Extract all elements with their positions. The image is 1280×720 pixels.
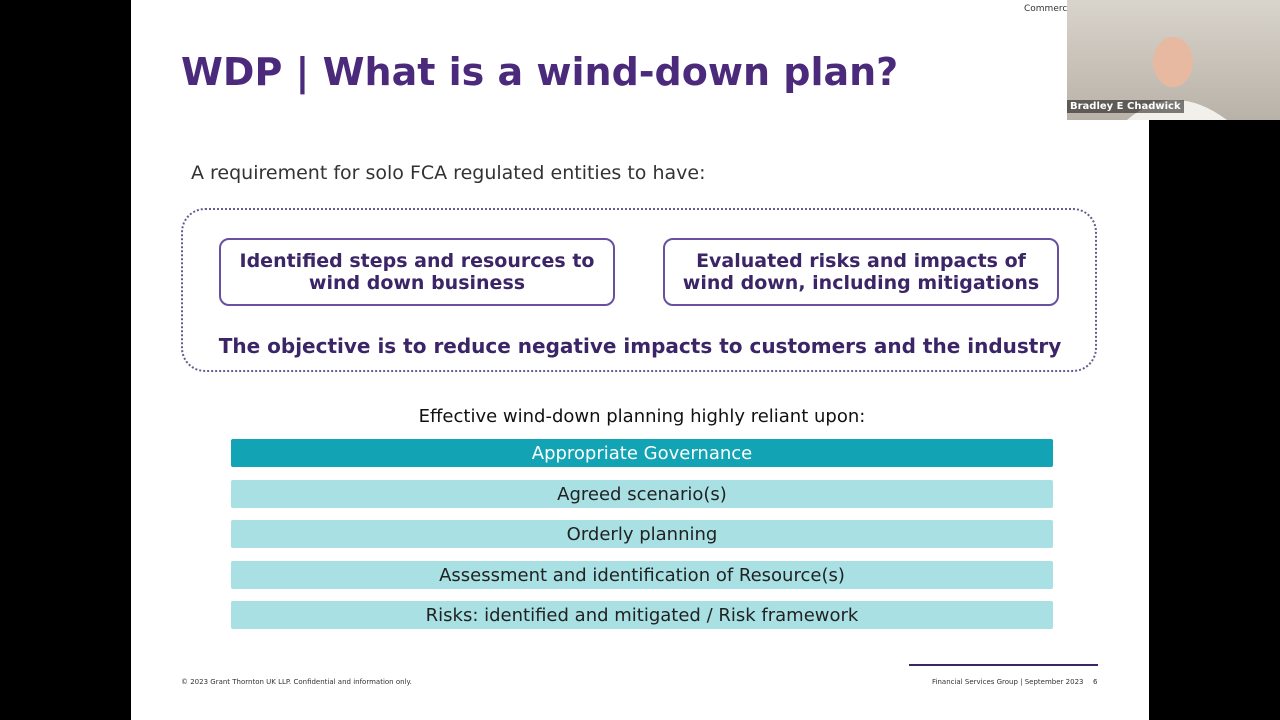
intro: A requirement for solo FCA regulated ent…: [191, 162, 706, 184]
footer-left: © 2023 Grant Thornton UK LLP. Confidenti…: [181, 678, 412, 686]
corner-label: Commerc: [1024, 4, 1068, 14]
reliance-item: Agreed scenario(s): [231, 480, 1053, 508]
dotted-frame: [181, 208, 1097, 372]
reliance-item: Appropriate Governance: [231, 439, 1053, 467]
reliance-item: Assessment and identification of Resourc…: [231, 561, 1053, 589]
reliance-item: Risks: identified and mitigated / Risk f…: [231, 601, 1053, 629]
slide: Commerc WDP | What is a wind-down plan? …: [131, 0, 1149, 720]
requirement-box: Evaluated risks and impacts of wind down…: [663, 238, 1059, 306]
reliance-item: Orderly planning: [231, 520, 1053, 548]
reliance-heading: Effective wind-down planning highly reli…: [418, 406, 866, 427]
requirement-box: Identified steps and resources to wind d…: [219, 238, 615, 306]
footer-right: Financial Services Group | September 202…: [932, 678, 1084, 686]
footer-rule: [909, 664, 1098, 666]
participant-name: Bradley E Chadwick: [1067, 100, 1184, 113]
slide-title: WDP | What is a wind-down plan?: [181, 50, 899, 94]
video-tile[interactable]: Bradley E Chadwick: [1067, 0, 1280, 120]
objective: The objective is to reduce negative impa…: [218, 334, 1062, 358]
page-number: 6: [1093, 678, 1098, 686]
